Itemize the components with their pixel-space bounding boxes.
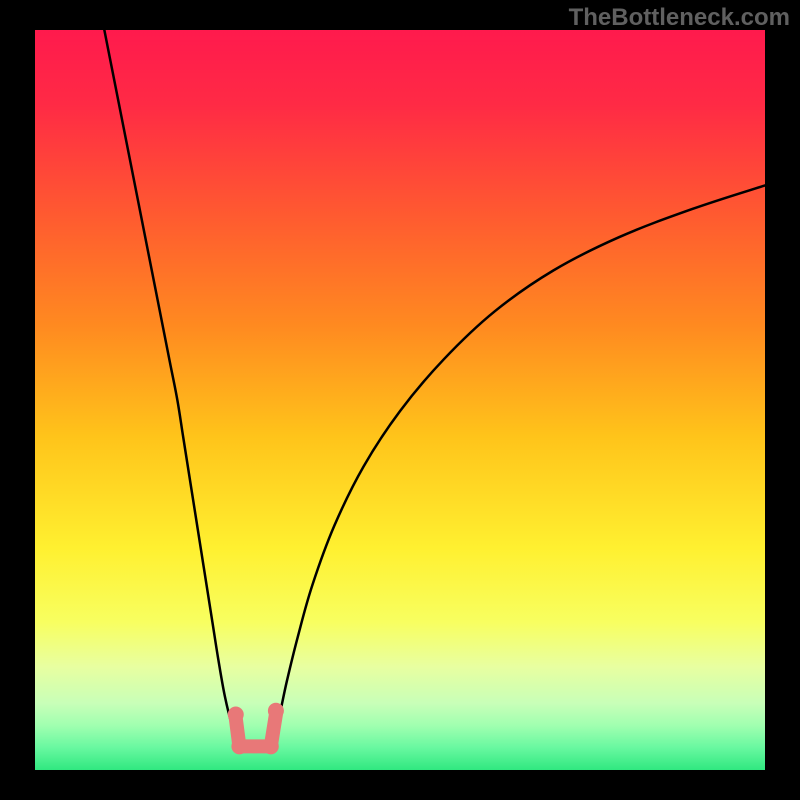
watermark-text: TheBottleneck.com bbox=[569, 4, 790, 32]
plot-area bbox=[35, 30, 765, 770]
chart-container: { "watermark": { "text": "TheBottleneck.… bbox=[0, 0, 800, 800]
chart-svg bbox=[35, 30, 765, 770]
gradient-background bbox=[35, 30, 765, 770]
